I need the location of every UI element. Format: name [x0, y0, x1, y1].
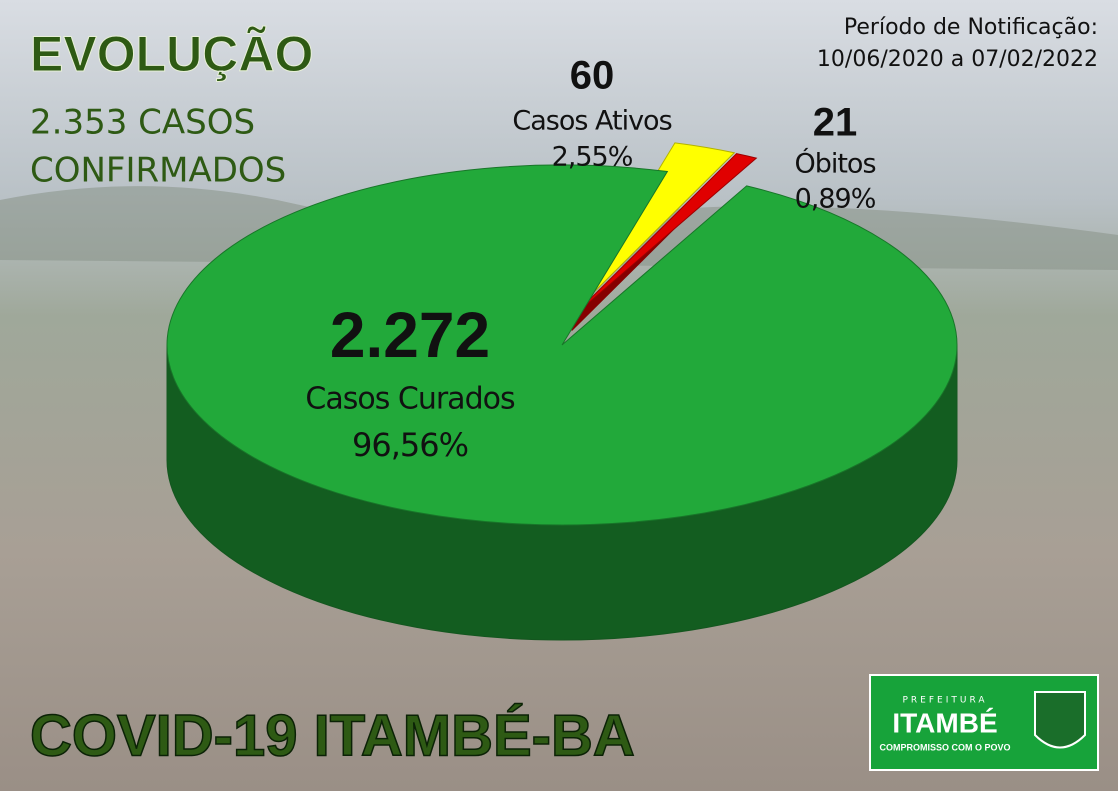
pie-slice: [569, 142, 736, 317]
logo: PREFEITURA ITAMBÉ COMPROMISSO COM O POVO: [869, 674, 1099, 771]
footer: COVID-19 ITAMBÉ-BA: [30, 703, 635, 768]
pie: [166, 142, 958, 641]
percentage-label: 2,55%: [552, 142, 633, 173]
period-title: Período de Notificação:: [844, 15, 1098, 40]
subtitle: 2.353 CASOS: [30, 103, 255, 143]
value-label: 2.272: [330, 299, 490, 371]
percentage-label: 96,56%: [352, 426, 468, 464]
subtitle: CONFIRMADOS: [30, 151, 286, 191]
logo-top: PREFEITURA: [902, 696, 987, 706]
percentage-label: 0,89%: [795, 184, 876, 215]
logo-crest: [1034, 691, 1086, 749]
category-label: Casos Curados: [305, 382, 515, 417]
logo-name: ITAMBÉ: [892, 707, 997, 738]
value-label: 21: [813, 101, 858, 145]
pie-slice: [166, 164, 958, 526]
category-label: Óbitos: [794, 148, 875, 180]
period: 10/06/2020 a 07/02/2022: [817, 47, 1098, 72]
title: EVOLUÇÃO: [30, 26, 313, 82]
category-label: Casos Ativos: [512, 106, 671, 137]
pie-slice: [571, 153, 758, 318]
value-label: 60: [570, 54, 615, 98]
logo-slogan: COMPROMISSO COM O POVO: [879, 742, 1010, 752]
